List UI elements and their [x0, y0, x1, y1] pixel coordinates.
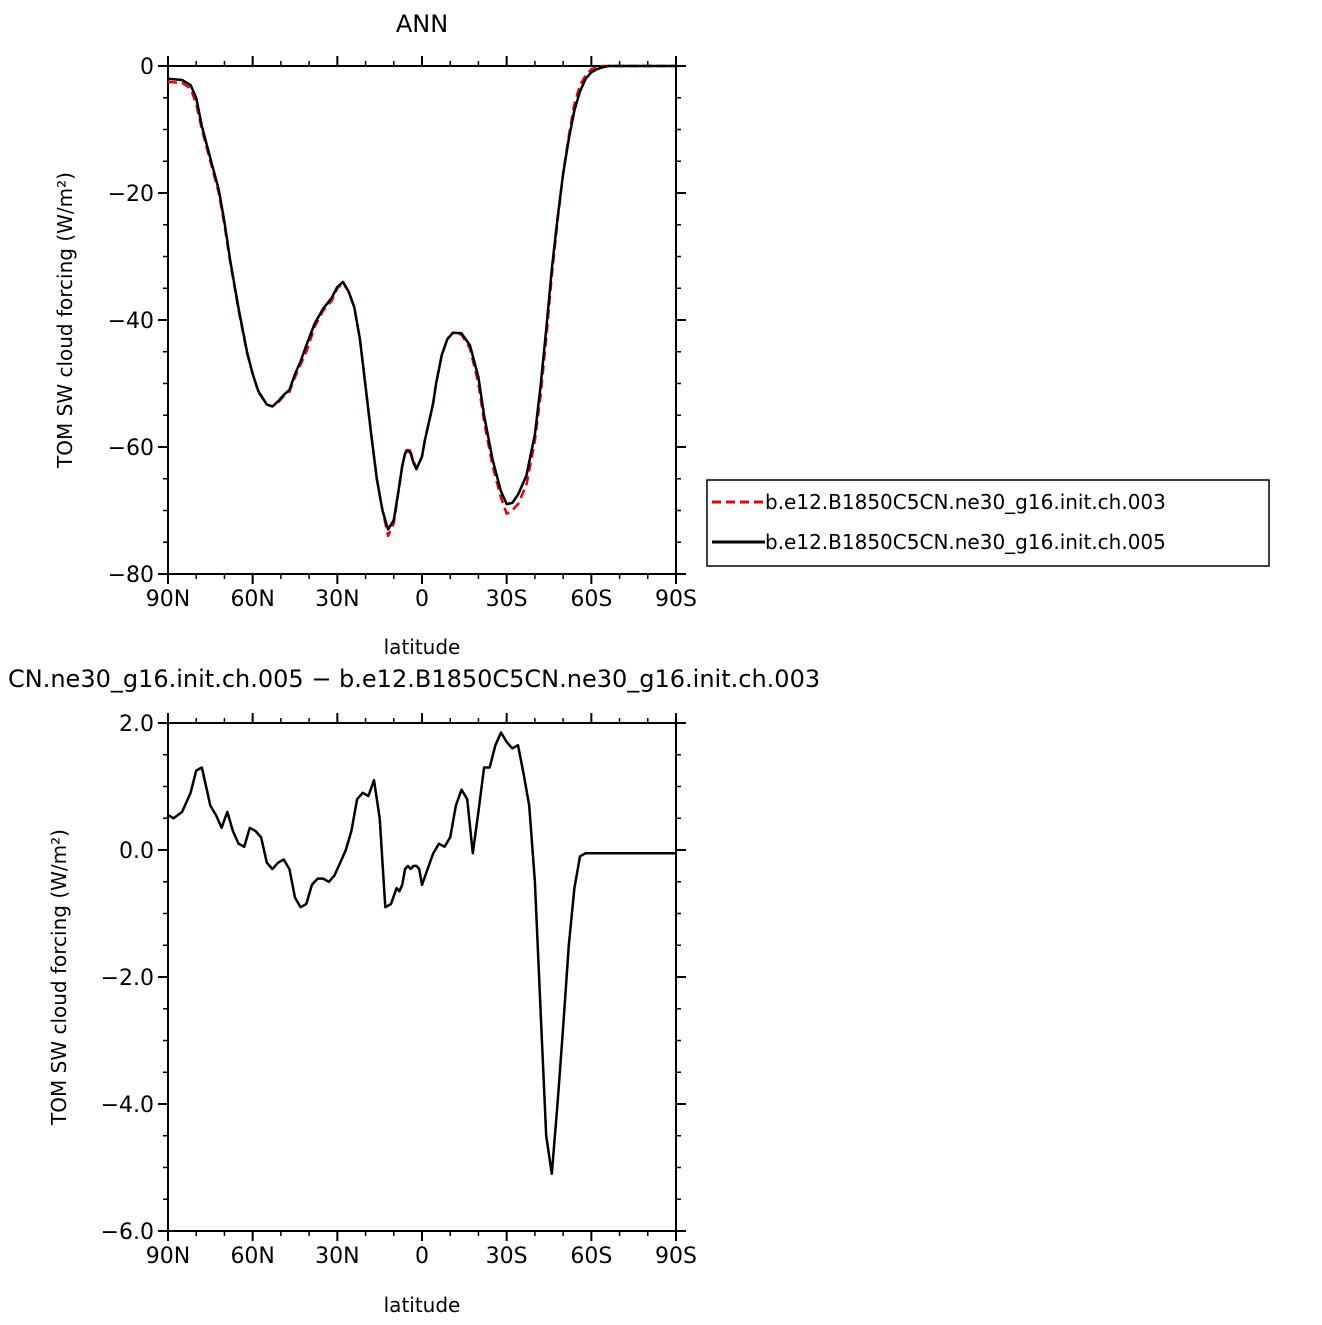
x-tick-label: 90S	[655, 587, 697, 612]
y-tick-label: −6.0	[101, 1220, 154, 1245]
y-tick-label: −4.0	[101, 1093, 154, 1118]
y-tick-label: 0	[140, 55, 154, 80]
y-tick-label: 2.0	[119, 712, 154, 737]
bottom-y-axis-label: TOM SW cloud forcing (W/m²)	[47, 829, 71, 1126]
legend-label-series-003: b.e12.B1850C5CN.ne30_g16.init.ch.003	[765, 490, 1166, 514]
top-series-line-1	[167, 64, 676, 538]
bottom-panel-title: CN.ne30_g16.init.ch.005 − b.e12.B1850C5C…	[8, 665, 820, 693]
y-tick-label: −20	[108, 182, 154, 207]
bottom-plot-frame	[167, 722, 677, 1232]
legend-label-series-005: b.e12.B1850C5CN.ne30_g16.init.ch.005	[765, 530, 1166, 554]
top-y-axis-label: TOM SW cloud forcing (W/m²)	[53, 172, 77, 469]
x-tick-label: 0	[415, 587, 429, 612]
x-tick-label: 60N	[230, 1244, 274, 1269]
top-plot-frame	[167, 65, 677, 575]
x-tick-label: 30S	[486, 587, 528, 612]
bottom-series-line-1	[167, 731, 676, 1176]
x-tick-label: 90N	[146, 587, 190, 612]
x-tick-label: 90N	[146, 1244, 190, 1269]
y-tick-label: 0.0	[119, 839, 154, 864]
x-tick-label: 90S	[655, 1244, 697, 1269]
y-tick-label: −40	[108, 309, 154, 334]
y-tick-label: −80	[108, 563, 154, 588]
top-x-axis: 90N 60N 30N 0 30S 60S 90S	[146, 56, 697, 612]
y-tick-label: −60	[108, 436, 154, 461]
x-tick-label: 30N	[315, 1244, 359, 1269]
x-tick-label: 60N	[230, 587, 274, 612]
bottom-series-group	[167, 731, 676, 1176]
x-tick-label: 60S	[570, 1244, 612, 1269]
top-panel-title: ANN	[396, 10, 448, 38]
bottom-panel: CN.ne30_g16.init.ch.005 − b.e12.B1850C5C…	[8, 665, 820, 1317]
x-tick-label: 0	[415, 1244, 429, 1269]
top-x-axis-label: latitude	[384, 635, 461, 659]
bottom-y-axis: −6.0 −4.0 −2.0 0.0 2.0	[101, 712, 686, 1245]
top-panel: ANN −80 −60 −40 −20 0 90N 60N 30N 0 30S 60S 90S la…	[53, 10, 1270, 659]
legend-box	[706, 479, 1270, 567]
top-series-group	[167, 64, 676, 538]
y-tick-label: −2.0	[101, 966, 154, 991]
top-y-axis: −80 −60 −40 −20 0	[108, 55, 686, 588]
x-tick-label: 60S	[570, 587, 612, 612]
top-series-line-2	[167, 64, 676, 531]
x-tick-label: 30N	[315, 587, 359, 612]
legend: b.e12.B1850C5CN.ne30_g16.init.ch.003 b.e…	[706, 479, 1270, 567]
bottom-x-axis-label: latitude	[384, 1293, 461, 1317]
x-tick-label: 30S	[486, 1244, 528, 1269]
bottom-x-axis: 90N 60N 30N 0 30S 60S 90S	[146, 713, 697, 1269]
